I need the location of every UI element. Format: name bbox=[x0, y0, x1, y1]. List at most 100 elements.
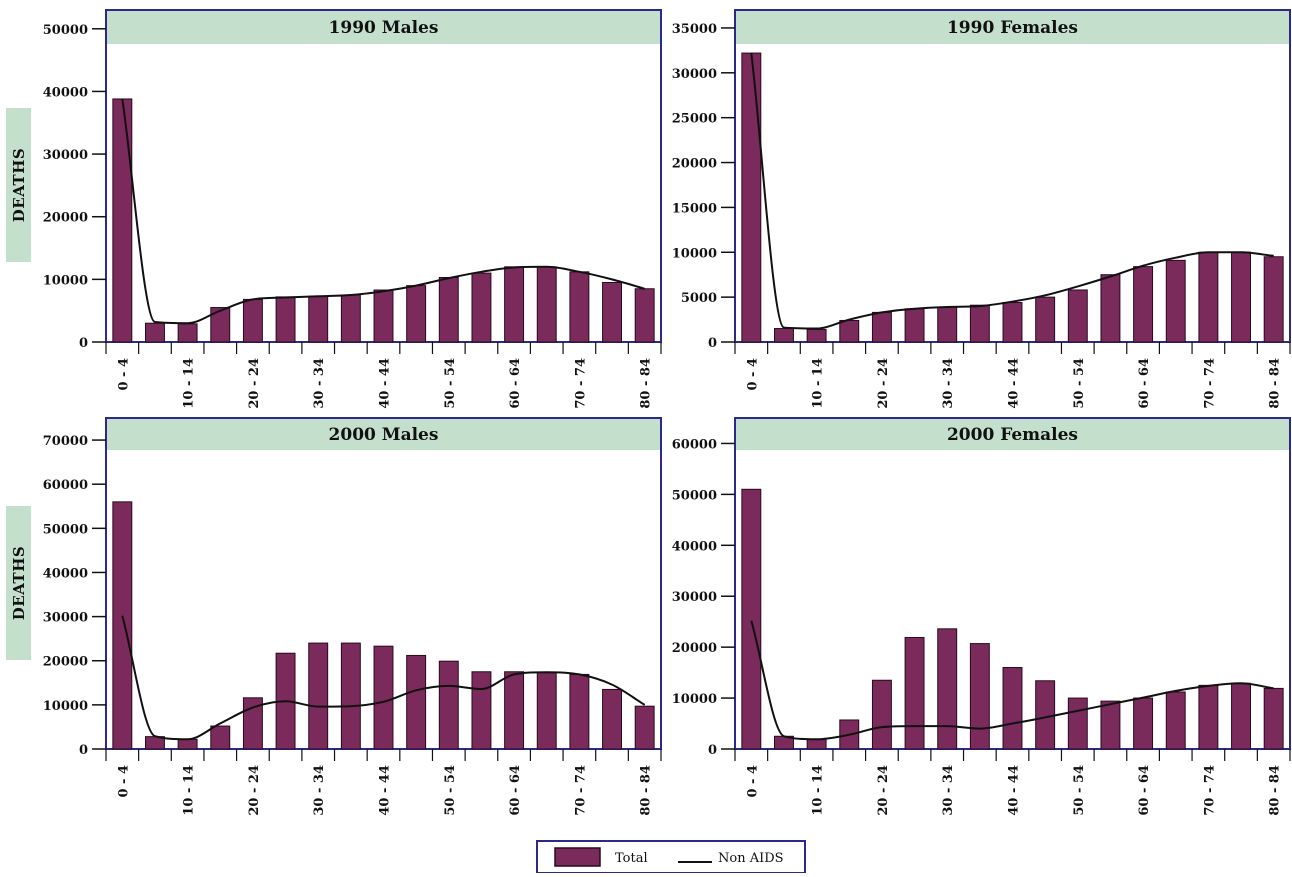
bar-total bbox=[969, 304, 990, 343]
bar-total bbox=[1263, 256, 1284, 343]
x-tick-label: 80 - 84 bbox=[639, 358, 654, 409]
legend-label-nonaids: Non AIDS bbox=[718, 851, 784, 866]
y-tick-label: 10000 bbox=[43, 273, 88, 288]
y-tick-label: 20000 bbox=[672, 641, 717, 656]
x-tick-label: 60 - 64 bbox=[1137, 358, 1152, 409]
bar-total bbox=[1067, 697, 1088, 750]
panel-title-band bbox=[736, 11, 1289, 44]
x-tick-label: 0 - 4 bbox=[745, 358, 760, 391]
panel-frame bbox=[105, 9, 662, 343]
x-tick-label: 40 - 44 bbox=[378, 765, 393, 816]
bar-total bbox=[904, 636, 925, 750]
panel-title-band bbox=[107, 11, 660, 44]
bar-total bbox=[1067, 289, 1088, 343]
side-label-bottom-text: DEATHS bbox=[10, 546, 28, 620]
x-tick-label: 0 - 4 bbox=[745, 765, 760, 798]
x-tick-label: 50 - 54 bbox=[443, 358, 458, 409]
bar-total bbox=[177, 738, 198, 750]
y-tick-label: 30000 bbox=[672, 67, 717, 82]
bar-total bbox=[1198, 251, 1219, 343]
bar-total bbox=[373, 289, 394, 343]
x-tick-label: 10 - 14 bbox=[182, 765, 197, 816]
bar-total bbox=[1100, 700, 1121, 750]
panel-title: 2000 Males bbox=[329, 425, 439, 445]
bar-total bbox=[1002, 302, 1023, 343]
bar-total bbox=[504, 671, 525, 750]
bar-total bbox=[504, 266, 525, 343]
x-tick-label: 50 - 54 bbox=[1072, 358, 1087, 409]
bar-total bbox=[112, 98, 133, 343]
bar-total bbox=[569, 271, 590, 343]
chart-panel-3: 2000 Males 0 10000 20000 30000 40000 50000 6000… bbox=[43, 417, 662, 816]
x-tick-label: 30 - 34 bbox=[312, 765, 327, 816]
y-tick-label: 20000 bbox=[672, 157, 717, 172]
bar-total bbox=[536, 266, 557, 343]
bar-total bbox=[1133, 697, 1154, 750]
bar-total bbox=[340, 642, 361, 750]
bar-total bbox=[438, 276, 459, 343]
side-label-top-text: DEATHS bbox=[10, 148, 28, 222]
bar-total bbox=[177, 323, 198, 343]
bar-total bbox=[373, 645, 394, 750]
x-tick-label: 70 - 74 bbox=[1202, 358, 1217, 409]
bar-total bbox=[112, 501, 133, 750]
y-tick-label: 30000 bbox=[43, 611, 88, 626]
line-nonaids bbox=[121, 98, 645, 325]
x-tick-label: 40 - 44 bbox=[378, 358, 393, 409]
bar-total bbox=[806, 328, 827, 343]
bar-total bbox=[1100, 274, 1121, 343]
bar-total bbox=[308, 295, 329, 343]
bar-total bbox=[871, 679, 892, 750]
y-tick-label: 5000 bbox=[681, 291, 717, 306]
y-tick-label: 60000 bbox=[43, 478, 88, 493]
y-tick-label: 60000 bbox=[672, 437, 717, 452]
bar-total bbox=[406, 654, 427, 750]
x-tick-label: 70 - 74 bbox=[1202, 765, 1217, 816]
panel-title-band bbox=[107, 419, 660, 450]
bar-total bbox=[634, 288, 655, 343]
bar-total bbox=[242, 298, 263, 343]
panel-frame bbox=[734, 9, 1291, 343]
y-tick-label: 10000 bbox=[43, 699, 88, 714]
x-tick-label: 20 - 24 bbox=[247, 765, 262, 816]
y-tick-label: 20000 bbox=[43, 211, 88, 226]
bar-total bbox=[806, 738, 827, 750]
bar-total bbox=[1231, 682, 1251, 750]
bar-total bbox=[210, 307, 231, 343]
y-tick-label: 40000 bbox=[43, 85, 88, 100]
x-tick-label: 0 - 4 bbox=[116, 358, 131, 391]
bar-total bbox=[741, 52, 762, 343]
bar-total bbox=[145, 322, 165, 343]
bar-total bbox=[471, 272, 492, 343]
bar-total bbox=[438, 660, 459, 750]
bar-total bbox=[774, 328, 794, 343]
x-tick-label: 20 - 24 bbox=[876, 358, 891, 409]
y-tick-label: 15000 bbox=[672, 201, 717, 216]
y-tick-label: 50000 bbox=[43, 23, 88, 38]
legend-swatch-total bbox=[554, 847, 601, 867]
x-tick-label: 40 - 44 bbox=[1007, 765, 1022, 816]
side-label-bottom-bg bbox=[6, 506, 31, 660]
panel-title-band bbox=[736, 419, 1289, 450]
y-tick-label: 0 bbox=[79, 743, 88, 758]
side-label-bottom: DEATHS bbox=[6, 506, 31, 660]
bar-total bbox=[937, 628, 958, 750]
y-tick-label: 70000 bbox=[43, 434, 88, 449]
bar-total bbox=[602, 688, 622, 750]
bar-total bbox=[1165, 691, 1186, 750]
y-tick-label: 40000 bbox=[43, 566, 88, 581]
chart-panel-2: 1990 Females 0 5000 10000 15000 20000 25000 300… bbox=[672, 9, 1291, 409]
x-tick-label: 80 - 84 bbox=[639, 765, 654, 816]
line-nonaids bbox=[750, 620, 1274, 741]
y-tick-label: 40000 bbox=[672, 539, 717, 554]
x-tick-label: 40 - 44 bbox=[1007, 358, 1022, 409]
panel-title: 2000 Females bbox=[947, 425, 1078, 445]
x-tick-label: 50 - 54 bbox=[1072, 765, 1087, 816]
bar-total bbox=[871, 311, 892, 343]
bar-total bbox=[340, 294, 361, 343]
y-tick-label: 10000 bbox=[672, 246, 717, 261]
bar-total bbox=[602, 281, 622, 343]
bar-total bbox=[1198, 684, 1219, 750]
y-tick-label: 20000 bbox=[43, 655, 88, 670]
